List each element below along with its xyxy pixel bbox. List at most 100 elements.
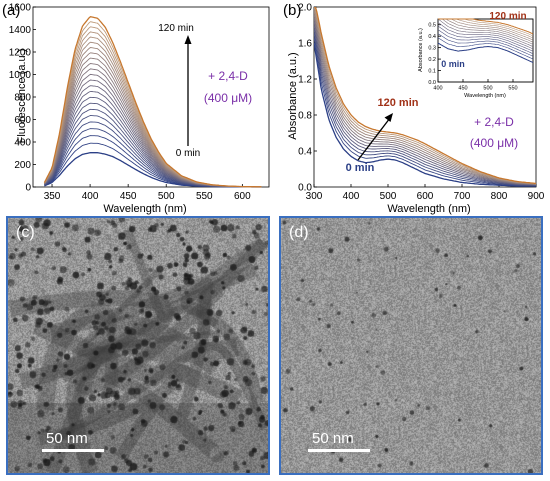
inset-start-time: 0 min	[441, 59, 465, 69]
absorbance-x-tick-label: 500	[380, 191, 397, 202]
fluorescence-curves	[43, 16, 262, 188]
fluorescence-x-tick-label: 600	[234, 191, 251, 202]
fluorescence-y-tick-label: 1400	[9, 25, 32, 36]
fluorescence-x-tick-label: 350	[44, 191, 61, 202]
fluorescence-axes: 350 400 450 500 550 600 0 200 400 600 800 1000 1200 1…	[9, 3, 270, 202]
absorbance-x-tick-label: 300	[306, 191, 323, 202]
absorbance-curve	[314, 33, 536, 186]
inset-curve	[437, 29, 534, 54]
inset-y-tick-label: 0.1	[428, 68, 436, 74]
inset-y-tick-label: 0.3	[428, 46, 436, 52]
fluorescence-x-label: Wavelength (nm)	[103, 203, 186, 215]
absorbance-curve	[314, 7, 536, 185]
absorbance-curve	[314, 37, 536, 187]
fluorescence-y-tick-label: 1600	[9, 3, 32, 14]
absorbance-curve	[314, 25, 536, 186]
inset-x-label: Wavelength (nm)	[464, 93, 506, 99]
absorbance-curve-group	[314, 7, 536, 187]
absorbance-curve	[314, 42, 536, 187]
absorbance-curve	[314, 7, 536, 185]
fluorescence-y-tick-label: 800	[14, 93, 31, 104]
inset-y-tick-label: 0.0	[428, 80, 436, 86]
fluorescence-y-label: Fluorescence (a.u.)	[16, 49, 28, 144]
tem-image-c: (c) 50 nm	[6, 216, 270, 475]
inset-curve	[437, 18, 534, 47]
scale-bar-c	[42, 449, 104, 452]
inset-y-tick-label: 0.5	[428, 23, 436, 29]
absorbance-curve	[314, 11, 536, 185]
absorbance-curve	[314, 14, 536, 185]
absorbance-time-arrow	[357, 117, 391, 161]
inset-end-time: 120 min	[489, 11, 526, 22]
absorbance-axes: 300 400 500 600 700 800 900 0.0 0.4 0.8 1.2 1.6 2.0	[298, 3, 545, 203]
fluorescence-arrow-head	[184, 35, 192, 44]
fluorescence-y-tick-label: 0	[25, 183, 31, 194]
inset-curve	[438, 18, 534, 35]
absorbance-x-label: Wavelength (nm)	[387, 203, 470, 215]
fluorescence-x-tick-label: 500	[158, 191, 175, 202]
fluorescence-y-tick-label: 1000	[9, 70, 32, 81]
tem-image-d: (d) 50 nm	[279, 216, 543, 475]
inset-y-tick-label: 0.2	[428, 57, 436, 63]
fluorescence-curve	[44, 68, 262, 188]
absorbance-y-tick-label: 1.2	[298, 75, 312, 86]
absorbance-y-tick-label: 0.4	[298, 147, 312, 158]
fluorescence-y-tick-label: 200	[14, 160, 31, 171]
absorbance-y-label: Absorbance (a.u.)	[287, 52, 299, 139]
inset-curve	[437, 22, 534, 50]
absorbance-arrow-head	[384, 113, 393, 122]
absorbance-concentration: (400 μM)	[470, 136, 518, 150]
inset-x-tick-label: 450	[458, 86, 467, 92]
absorbance-x-tick-label: 800	[491, 191, 508, 202]
absorbance-y-tick-label: 1.6	[298, 39, 312, 50]
inset-x-tick-label: 550	[508, 86, 517, 92]
absorbance-curve	[314, 7, 536, 185]
inset-y-label: Absorbance (a.u.)	[418, 28, 424, 72]
fluorescence-reagent: + 2,4-D	[208, 69, 248, 83]
tem-image-d-texture	[281, 218, 541, 473]
absorbance-inset: 400 450 500 550 0.0 0.1 0.2 0.3 0.4 0.5 Absorbanc…	[418, 11, 534, 99]
absorbance-x-tick-label: 600	[417, 191, 434, 202]
absorbance-curve	[314, 17, 536, 186]
absorbance-chart: (b) 300 400 500 600 700 800 900 0.0 0.4 0.8 1.2 1.6…	[283, 2, 545, 215]
scale-bar-d	[308, 449, 370, 452]
fluorescence-start-time: 0 min	[176, 148, 200, 159]
absorbance-y-tick-label: 0.0	[298, 183, 312, 194]
inset-curve	[438, 18, 534, 41]
fluorescence-x-tick-label: 400	[82, 191, 99, 202]
panel-label-c: (c)	[16, 224, 35, 241]
inset-curve	[438, 18, 534, 43]
absorbance-x-tick-label: 400	[343, 191, 360, 202]
inset-curve	[438, 18, 534, 45]
inset-frame	[437, 18, 534, 83]
inset-curve	[437, 42, 534, 63]
fluorescence-concentration: (400 μM)	[204, 91, 252, 105]
fluorescence-y-tick-label: 400	[14, 138, 31, 149]
inset-curve	[437, 33, 534, 57]
absorbance-y-tick-label: 2.0	[298, 3, 312, 14]
inset-curve	[437, 37, 534, 60]
fluorescence-chart: (a) 350 400 450 500 550 600 0 200 400 600 800 1000 1…	[2, 2, 270, 215]
absorbance-x-tick-label: 700	[454, 191, 471, 202]
fluorescence-y-tick-label: 1200	[9, 48, 32, 59]
fluorescence-x-tick-label: 450	[120, 191, 137, 202]
inset-x-tick-label: 500	[483, 86, 492, 92]
panel-label-a: (a)	[2, 2, 20, 19]
inset-x-tick-label: 400	[433, 86, 442, 92]
scale-label-d: 50 nm	[312, 430, 354, 447]
scale-label-c: 50 nm	[46, 430, 88, 447]
spectra-figure: (a) 350 400 450 500 550 600 0 200 400 600 800 1000 1…	[2, 2, 545, 215]
absorbance-y-tick-label: 0.8	[298, 111, 312, 122]
fluorescence-x-tick-label: 550	[196, 191, 213, 202]
inset-curve	[437, 25, 534, 52]
absorbance-curves	[314, 7, 536, 187]
absorbance-end-time: 120 min	[378, 97, 419, 109]
panel-label-b: (b)	[283, 2, 301, 19]
fluorescence-curve	[44, 90, 262, 188]
absorbance-x-tick-label: 900	[528, 191, 545, 202]
absorbance-start-time: 0 min	[346, 162, 375, 174]
absorbance-reagent: + 2,4-D	[474, 115, 514, 129]
absorbance-curve	[314, 21, 536, 186]
inset-y-tick-label: 0.4	[428, 34, 436, 40]
fluorescence-end-time: 120 min	[158, 23, 194, 34]
